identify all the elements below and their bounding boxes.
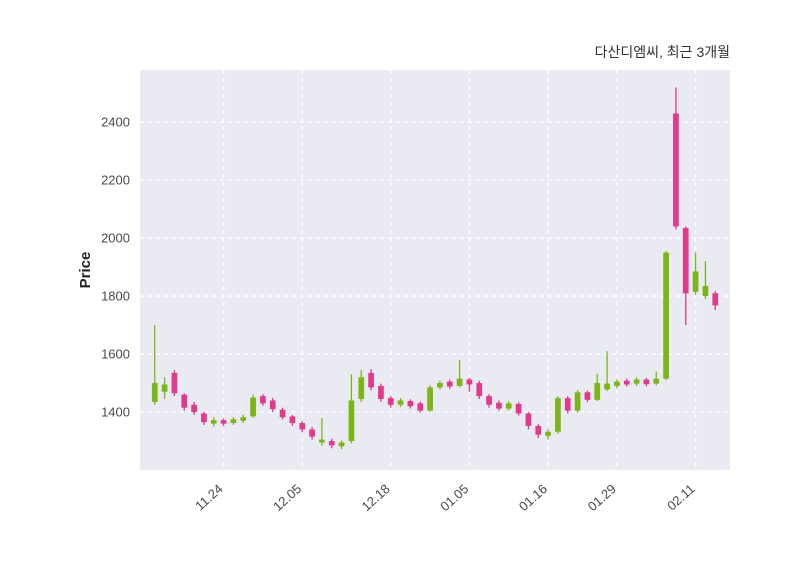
candle-body — [673, 113, 679, 227]
candles — [151, 87, 719, 450]
candle-body — [486, 396, 492, 405]
x-tick-label: 11.24 — [192, 481, 226, 513]
candle-body — [496, 402, 502, 409]
y-axis-label: Price — [77, 252, 94, 289]
candle-body — [604, 383, 610, 390]
candle-body — [309, 429, 315, 437]
y-tick-label: 1800 — [101, 289, 130, 304]
candle-body — [505, 403, 512, 409]
candle-body — [515, 403, 522, 414]
candle-body — [289, 416, 296, 424]
candle-body — [437, 383, 443, 388]
candle-body — [348, 400, 355, 442]
candle-body — [151, 383, 158, 402]
candle-body — [663, 252, 669, 379]
x-tick-label: 01.05 — [437, 481, 471, 514]
candle-body — [407, 401, 414, 407]
candle-body — [623, 380, 630, 385]
candle-body — [692, 271, 699, 292]
candle-body — [191, 404, 197, 413]
plot-area — [140, 70, 730, 470]
candle-body — [643, 379, 650, 385]
x-tick-label: 12.05 — [270, 481, 304, 514]
candle-body — [417, 403, 424, 411]
candle-body — [446, 381, 453, 387]
candle-body — [378, 385, 384, 399]
candle-body — [466, 379, 473, 385]
y-tick-label: 2400 — [101, 115, 130, 130]
y-tick-label: 2000 — [101, 231, 130, 246]
candle-body — [653, 378, 660, 384]
chart-title: 다산디엠씨, 최근 3개월 — [595, 44, 730, 60]
x-tick-label: 12.18 — [359, 481, 393, 514]
y-tick-label: 1400 — [101, 405, 130, 420]
candle-body — [338, 442, 345, 447]
x-tick-label: 02.11 — [664, 481, 698, 513]
candle-body — [299, 423, 306, 430]
candle-body — [201, 413, 207, 423]
candle-body — [240, 417, 247, 421]
candle-body — [525, 413, 532, 426]
candle-body — [368, 372, 374, 388]
candle-body — [574, 392, 581, 411]
candle-body — [319, 439, 325, 443]
candle-body — [633, 379, 640, 384]
candle-body — [279, 409, 286, 418]
y-tick-label: 2200 — [101, 173, 130, 188]
candle-body — [535, 425, 542, 435]
candle-body — [161, 384, 168, 392]
candle-body — [220, 420, 227, 424]
candle-body — [181, 394, 188, 408]
candle-body — [171, 372, 178, 394]
candle-body — [555, 398, 561, 432]
candle-body — [594, 383, 601, 400]
candle-body — [545, 431, 551, 436]
y-tick-label: 1600 — [101, 347, 130, 362]
candle-body — [584, 392, 591, 400]
x-tick-label: 01.29 — [585, 481, 619, 514]
candle-body — [328, 441, 335, 446]
candle-body — [476, 383, 483, 397]
x-tick-label: 01.16 — [516, 481, 550, 514]
candle-body — [682, 227, 689, 294]
candle-body — [387, 398, 394, 405]
candle-body — [564, 398, 571, 411]
candle-body — [427, 387, 433, 411]
candle-body — [269, 400, 276, 410]
candle-body — [456, 378, 463, 386]
candle-body — [614, 381, 620, 386]
candle-body — [702, 285, 709, 297]
candle-body — [712, 293, 719, 306]
candle-body — [260, 396, 266, 404]
candle-body — [397, 400, 404, 405]
candle-body — [250, 397, 256, 417]
candle-body — [358, 377, 365, 399]
candle-body — [210, 420, 217, 424]
candle-body — [230, 419, 237, 424]
